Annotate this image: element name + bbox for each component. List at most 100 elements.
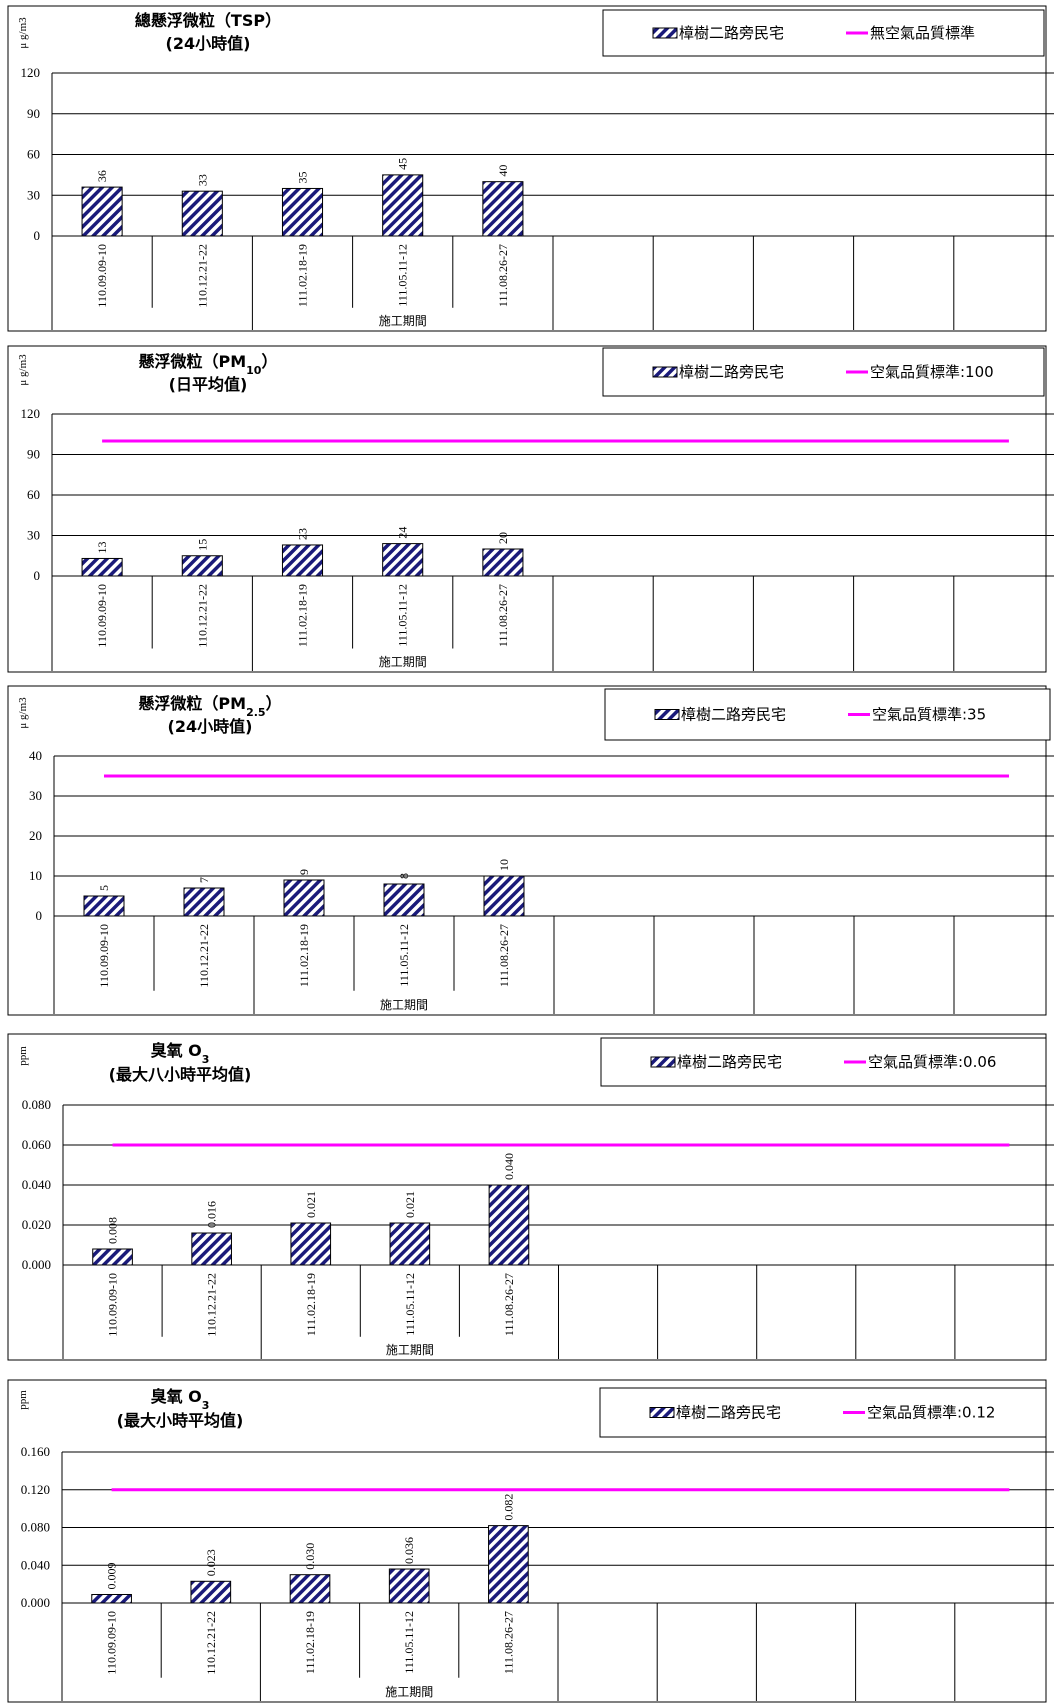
data-label-3-4: 0.040 [502,1153,516,1180]
chart-title-1: 懸浮微粒（PM10） [139,352,278,377]
y-tick-4-1: 0.040 [21,1557,50,1572]
y-tick-4-0: 0.000 [21,1595,50,1610]
legend-label-standard-2: 空氣品質標準:35 [872,706,986,724]
legend-label-standard-3: 空氣品質標準:0.06 [868,1053,996,1071]
y-tick-0-0: 0 [34,228,41,243]
chart-title-3: 臭氧 O3 [151,1041,210,1066]
bar-3-1 [191,1232,232,1266]
data-label-1-2: 23 [296,528,310,540]
data-label-2-3: 8 [397,873,411,879]
bar-4-0 [91,1594,132,1604]
bar-4-2 [289,1574,331,1604]
data-label-1-3: 24 [396,527,410,539]
legend-swatch-bar-2 [654,709,680,720]
y-tick-3-1: 0.020 [22,1217,51,1232]
y-tick-0-2: 60 [27,147,40,162]
y-unit-label-1: μ g/m3 [17,354,29,386]
data-label-4-3: 0.036 [402,1537,416,1564]
category-label-2-2: 111.02.18-19 [297,924,311,987]
x-axis-label-2: 施工期間 [380,998,428,1012]
y-unit-label-3: ppm [17,1046,29,1066]
data-label-0-1: 33 [195,174,209,186]
data-label-2-2: 9 [297,869,311,875]
y-tick-2-2: 20 [29,828,42,843]
category-label-3-2: 111.02.18-19 [304,1273,318,1336]
category-label-2-1: 110.12.21-22 [197,924,211,988]
legend-label-bar-3: 樟樹二路旁民宅 [677,1053,782,1071]
bar-1-0 [81,557,123,577]
bar-2-4 [483,875,525,917]
chart-subtitle-3: (最大八小時平均值) [109,1065,252,1084]
category-label-2-4: 111.08.26-27 [497,924,511,987]
y-tick-3-0: 0.000 [22,1257,51,1272]
category-label-3-1: 110.12.21-22 [205,1273,219,1337]
category-label-1-0: 110.09.09-10 [95,584,109,648]
category-label-3-3: 111.05.11-12 [403,1273,417,1336]
y-tick-3-2: 0.040 [22,1177,51,1192]
data-label-1-0: 13 [95,541,109,553]
category-label-3-0: 110.09.09-10 [106,1273,120,1337]
legend-label-bar-4: 樟樹二路旁民宅 [676,1404,781,1422]
data-label-0-4: 40 [496,165,510,177]
x-axis-label-3: 施工期間 [386,1343,434,1357]
chart-title-4: 臭氧 O3 [151,1387,210,1412]
legend-label-standard-0: 無空氣品質標準 [870,24,975,42]
category-label-4-0: 110.09.09-10 [105,1611,119,1675]
data-label-1-4: 20 [496,532,510,544]
y-tick-1-0: 0 [34,568,41,583]
chart-frame-4 [7,1379,1047,1703]
category-label-0-0: 110.09.09-10 [95,244,109,308]
legend-label-bar-0: 樟樹二路旁民宅 [679,24,784,42]
legend-label-standard-1: 空氣品質標準:100 [870,363,994,381]
bar-3-0 [92,1248,133,1266]
category-label-4-1: 110.12.21-22 [204,1611,218,1675]
legend-label-bar-2: 樟樹二路旁民宅 [681,706,786,724]
bar-0-1 [181,190,223,237]
y-tick-1-1: 30 [27,528,40,543]
category-label-1-1: 110.12.21-22 [195,584,209,648]
data-label-2-1: 7 [197,877,211,883]
y-tick-2-4: 40 [29,748,42,763]
chart-frame-1 [7,345,1047,673]
chart-subtitle-2: (24小時值) [168,717,253,736]
category-label-1-2: 111.02.18-19 [296,584,310,647]
bar-2-2 [283,879,325,917]
bar-3-4 [488,1184,530,1266]
data-label-4-1: 0.023 [204,1549,218,1576]
y-tick-0-3: 90 [27,106,40,121]
data-label-2-0: 5 [97,885,111,891]
y-tick-3-4: 0.080 [22,1097,51,1112]
category-label-1-3: 111.05.11-12 [396,584,410,647]
category-label-4-2: 111.02.18-19 [303,1611,317,1674]
x-axis-label-1: 施工期間 [379,655,427,669]
y-tick-2-1: 10 [29,868,42,883]
data-label-3-1: 0.016 [205,1201,219,1228]
bar-1-1 [181,555,223,577]
x-axis-label-0: 施工期間 [379,314,427,328]
y-unit-label-0: μ g/m3 [17,17,29,49]
data-label-2-4: 10 [497,859,511,871]
chart-frame-2 [7,685,1047,1016]
category-label-4-3: 111.05.11-12 [402,1611,416,1674]
data-label-4-0: 0.009 [105,1563,119,1590]
data-label-0-2: 35 [296,171,310,183]
chart-subtitle-1: (日平均值) [169,375,248,394]
legend-swatch-bar-0 [652,27,678,39]
legend-swatch-bar-1 [652,366,678,378]
legend-swatch-bar-3 [650,1056,676,1068]
data-label-4-2: 0.030 [303,1543,317,1570]
y-tick-4-2: 0.080 [21,1520,50,1535]
y-tick-3-3: 0.060 [22,1137,51,1152]
y-unit-label-2: μ g/m3 [17,697,29,729]
bar-4-1 [190,1580,232,1604]
data-label-4-4: 0.082 [501,1494,515,1521]
y-tick-1-4: 120 [21,406,41,421]
category-label-0-3: 111.05.11-12 [396,244,410,307]
y-tick-2-0: 0 [36,908,43,923]
bar-4-3 [388,1568,430,1604]
category-label-0-4: 111.08.26-27 [496,244,510,307]
bar-3-3 [389,1222,431,1266]
y-tick-4-4: 0.160 [21,1444,50,1459]
bar-1-3 [382,543,424,577]
